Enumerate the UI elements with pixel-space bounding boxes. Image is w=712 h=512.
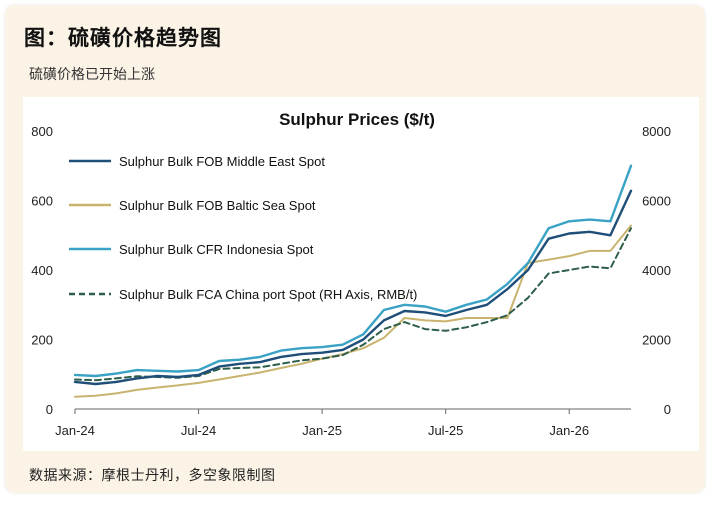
data-source-note: 数据来源：摩根士丹利，多空象限制图: [29, 468, 276, 484]
chart-title: Sulphur Prices ($/t): [279, 110, 435, 129]
chart-legend: Sulphur Bulk FOB Middle East Spot Sulphur…: [69, 154, 417, 302]
x-tick-label: Jul-24: [181, 423, 216, 438]
y-left-tick-label: 800: [31, 124, 53, 139]
x-tick-label: Jan-24: [55, 423, 95, 438]
figure-title: 图：硫磺价格趋势图: [24, 25, 222, 50]
legend-label-3: Sulphur Bulk CFR Indonesia Spot: [119, 242, 314, 257]
sulphur-price-chart: Sulphur Prices ($/t) 0200400600800020004…: [31, 110, 671, 438]
series-line-2: [74, 224, 632, 398]
figure-card: 图：硫磺价格趋势图 硫磺价格已开始上涨 Sulphur Prices ($/t)…: [5, 5, 705, 493]
legend-label-1: Sulphur Bulk FOB Middle East Spot: [119, 154, 325, 169]
y-right-tick-label: 6000: [642, 194, 671, 209]
x-tick-label: Jan-26: [549, 423, 589, 438]
y-right-tick-label: 4000: [642, 263, 671, 278]
x-tick-label: Jul-25: [428, 423, 463, 438]
y-right-tick-label: 8000: [642, 124, 671, 139]
y-left-tick-label: 0: [46, 402, 53, 417]
y-left-tick-label: 200: [31, 333, 53, 348]
figure-subtitle: 硫磺价格已开始上涨: [29, 67, 155, 83]
legend-label-4: Sulphur Bulk FCA China port Spot (RH Axi…: [119, 287, 417, 302]
x-tick-label: Jan-25: [302, 423, 342, 438]
y-left-tick-label: 600: [31, 194, 53, 209]
y-right-tick-label: 2000: [642, 333, 671, 348]
series-line-3: [73, 164, 633, 378]
series-line-1: [73, 189, 633, 386]
chart-area: Sulphur Prices ($/t) 0 200 400 600 800 0 2000 4…: [23, 97, 699, 451]
y-left-tick-label: 400: [31, 263, 53, 278]
chart-series-lines: [73, 164, 633, 398]
y-right-tick-label: 0: [664, 402, 671, 417]
legend-label-2: Sulphur Bulk FOB Baltic Sea Spot: [119, 198, 316, 213]
